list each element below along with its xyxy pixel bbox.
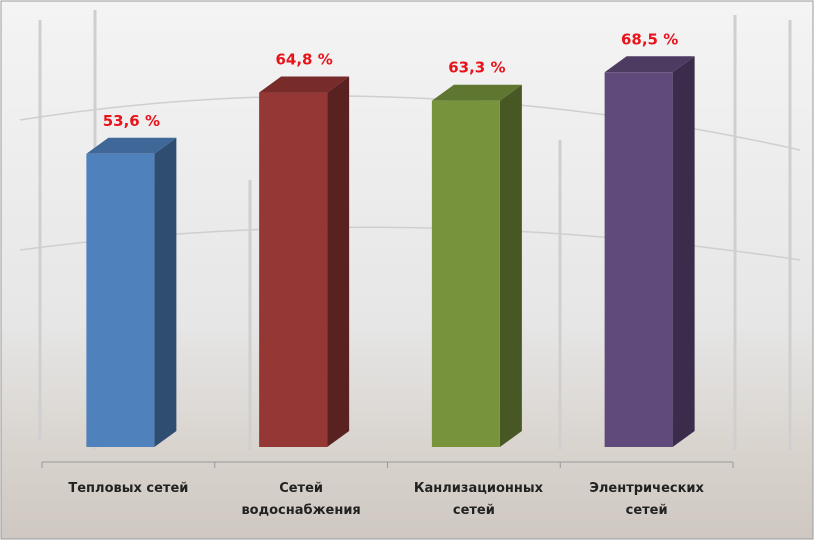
bar-side [154, 137, 177, 448]
bar-top [86, 137, 177, 154]
value-label: 68,5 % [621, 30, 678, 48]
bar-top [604, 56, 695, 73]
category-label: Элентрических сетей [589, 481, 704, 518]
value-label: 63,3 % [448, 59, 505, 77]
category-label: Канлизационных сетей [413, 481, 543, 518]
value-label: 53,6 % [103, 112, 160, 130]
bar [604, 72, 673, 448]
bar-side [672, 56, 695, 448]
category-label: Сетей водоснабжения [241, 481, 361, 518]
bar-top [259, 76, 350, 93]
bar-top [431, 84, 522, 101]
bar [86, 153, 155, 448]
bar [259, 92, 328, 447]
value-label: 64,8 % [275, 51, 332, 69]
bar [431, 100, 500, 448]
bar-side [499, 84, 522, 448]
bar-side [327, 76, 350, 447]
category-label: Тепловых сетей [68, 481, 189, 496]
